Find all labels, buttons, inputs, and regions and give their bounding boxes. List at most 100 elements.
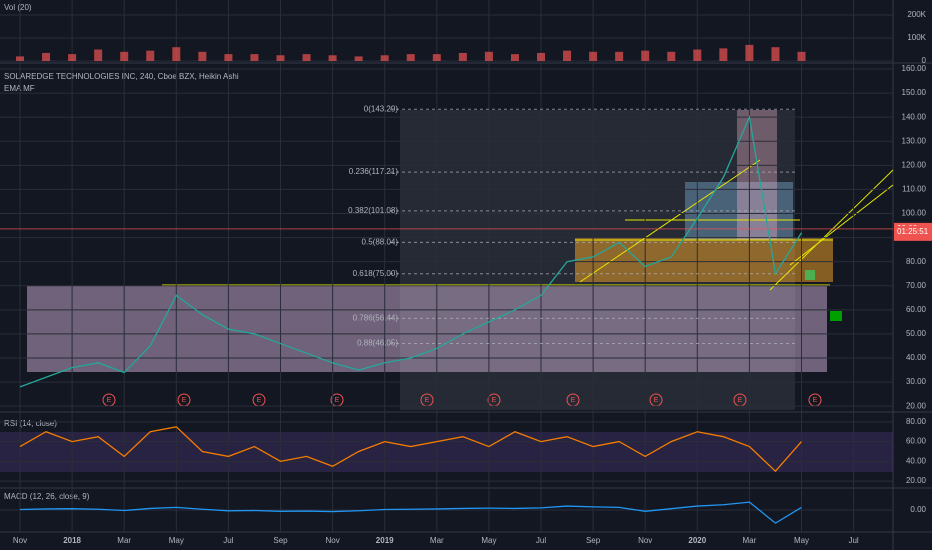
y-tick-label: 150.00 xyxy=(902,88,927,97)
y-tick-label: 30.00 xyxy=(906,377,927,386)
volume-bar xyxy=(563,50,572,61)
volume-bar xyxy=(510,54,519,61)
x-tick-label: Mar xyxy=(117,536,131,545)
chart-title: SOLAREDGE TECHNOLOGIES INC, 240, Cboe BZ… xyxy=(4,72,239,81)
y-tick-label: 40.00 xyxy=(906,353,927,362)
earnings-icon: E xyxy=(335,397,340,404)
volume-bar xyxy=(589,51,598,61)
marker xyxy=(830,311,842,321)
volume-bar xyxy=(380,55,389,61)
volume-bar xyxy=(693,49,702,61)
x-tick-label: Sep xyxy=(273,536,288,545)
x-tick-label: Nov xyxy=(325,536,339,545)
volume-bar xyxy=(432,54,441,61)
volume-bar xyxy=(68,54,77,61)
y-tick-label: 60.00 xyxy=(906,305,927,314)
countdown: 01:25:51 xyxy=(897,227,929,236)
y-tick-label: 20.00 xyxy=(906,476,927,485)
volume-bar xyxy=(745,44,754,61)
volume-bar xyxy=(198,51,207,61)
rsi-title: RSI (14, close) xyxy=(4,419,57,428)
countdown-bg xyxy=(894,225,932,238)
x-tick-label: 2019 xyxy=(376,536,394,545)
x-tick-label: 2018 xyxy=(63,536,81,545)
x-tick-label: May xyxy=(481,536,496,545)
y-tick-label: 160.00 xyxy=(902,64,927,73)
zone-box xyxy=(575,238,833,282)
trend-line xyxy=(769,169,894,291)
volume-bar xyxy=(484,51,493,61)
y-tick-label: 80.00 xyxy=(906,417,927,426)
y-tick-label: 50.00 xyxy=(906,329,927,338)
volume-bar xyxy=(328,55,337,61)
y-tick-label: 40.00 xyxy=(906,456,927,465)
earnings-icon: E xyxy=(182,397,187,404)
earnings-icon: E xyxy=(425,397,430,404)
indicator-title: EMA MF xyxy=(4,84,35,93)
volume-bar xyxy=(224,54,233,61)
fib-label: 0.236(117.21) xyxy=(349,167,399,176)
volume-bar xyxy=(302,54,311,61)
y-tick-label: 80.00 xyxy=(906,257,927,266)
volume-bar xyxy=(120,51,129,61)
rsi-line xyxy=(19,426,802,473)
y-tick-label: 70.00 xyxy=(906,281,927,290)
y-tick-label: 60.00 xyxy=(906,437,927,446)
earnings-icon: E xyxy=(571,397,576,404)
volume-bar xyxy=(641,50,650,61)
fib-label: 0.5(88.04) xyxy=(362,237,399,246)
y-tick-label: 0.00 xyxy=(910,505,926,514)
fib-label: 0(143.29) xyxy=(364,104,399,113)
volume-bar xyxy=(771,47,780,61)
earnings-icon: E xyxy=(257,397,262,404)
volume-bar xyxy=(406,54,415,61)
volume-bar xyxy=(458,52,467,61)
macd-title: MACD (12, 26, close, 9) xyxy=(4,492,90,501)
fib-label: 0.88(46.05) xyxy=(357,339,398,348)
marker xyxy=(805,270,815,280)
price-line xyxy=(19,114,803,388)
y-tick-label: 130.00 xyxy=(902,136,927,145)
x-tick-label: May xyxy=(794,536,809,545)
y-tick-label: 100.00 xyxy=(902,209,927,218)
x-tick-label: Jul xyxy=(848,536,858,545)
earnings-icon: E xyxy=(107,397,112,404)
fib-label: 0.786(56.44) xyxy=(353,314,399,323)
volume-bar xyxy=(615,51,624,61)
y-tick-label: 200K xyxy=(907,10,926,19)
volume-bar xyxy=(276,55,285,61)
fib-label: 0.618(75.00) xyxy=(353,269,399,278)
volume-bar xyxy=(719,48,728,61)
y-tick-label: 0 xyxy=(922,56,927,65)
earnings-icon: E xyxy=(654,397,659,404)
x-tick-label: Nov xyxy=(638,536,652,545)
y-tick-label: 110.00 xyxy=(902,185,926,194)
volume-bar xyxy=(16,56,24,61)
earnings-icon: E xyxy=(813,397,818,404)
y-tick-label: 120.00 xyxy=(902,160,927,169)
x-tick-label: Mar xyxy=(743,536,757,545)
macd-line xyxy=(19,501,802,524)
fib-label: 0.382(101.08) xyxy=(348,206,398,215)
volume-bar xyxy=(250,54,259,61)
earnings-icon: E xyxy=(492,397,497,404)
volume-bar xyxy=(42,52,51,61)
x-tick-label: Sep xyxy=(586,536,601,545)
x-tick-label: May xyxy=(169,536,184,545)
volume-bar xyxy=(94,49,103,61)
volume-bar xyxy=(354,56,363,61)
volume-bar xyxy=(537,52,545,61)
y-tick-label: 140.00 xyxy=(902,112,927,121)
volume-bar xyxy=(146,50,155,61)
rsi-band xyxy=(0,432,893,472)
x-tick-label: Mar xyxy=(430,536,444,545)
x-tick-label: Nov xyxy=(13,536,27,545)
trend-line xyxy=(789,184,894,266)
y-tick-label: 100K xyxy=(907,33,926,42)
vol-title: Vol (20) xyxy=(4,3,32,12)
earnings-icon: E xyxy=(738,397,743,404)
x-tick-label: 2020 xyxy=(688,536,706,545)
x-tick-label: Jul xyxy=(536,536,546,545)
y-tick-label: 20.00 xyxy=(906,401,927,410)
